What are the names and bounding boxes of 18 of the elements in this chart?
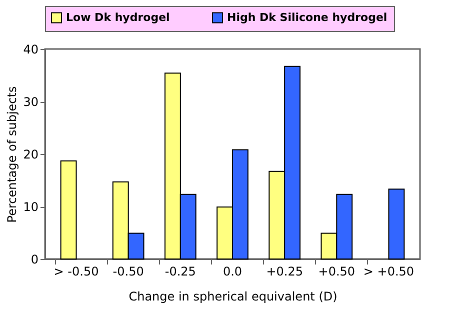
- x-tick-label: -0.25: [164, 264, 196, 278]
- legend-label: Low Dk hydrogel: [66, 10, 170, 24]
- x-tick-label: 0.0: [222, 264, 242, 278]
- y-tick-label: 30: [23, 95, 38, 109]
- y-tick-label: 20: [23, 148, 38, 162]
- x-tick-label: > -0.50: [54, 264, 99, 278]
- x-tick-label: -0.50: [112, 264, 144, 278]
- bar: [60, 160, 77, 260]
- legend-label: High Dk Silicone hydrogel: [227, 10, 388, 24]
- x-axis-title: Change in spherical equivalent (D): [128, 290, 338, 304]
- x-tick-label: > +0.50: [363, 264, 414, 278]
- y-tick-label: 0: [30, 252, 38, 266]
- bar: [388, 188, 405, 260]
- y-axis-title: Percentage of subjects: [5, 86, 20, 223]
- y-tick-label: 40: [23, 42, 38, 56]
- y-tick-label: 10: [23, 200, 38, 214]
- x-tick-label: +0.50: [318, 264, 356, 278]
- x-tick-label: +0.25: [266, 264, 303, 278]
